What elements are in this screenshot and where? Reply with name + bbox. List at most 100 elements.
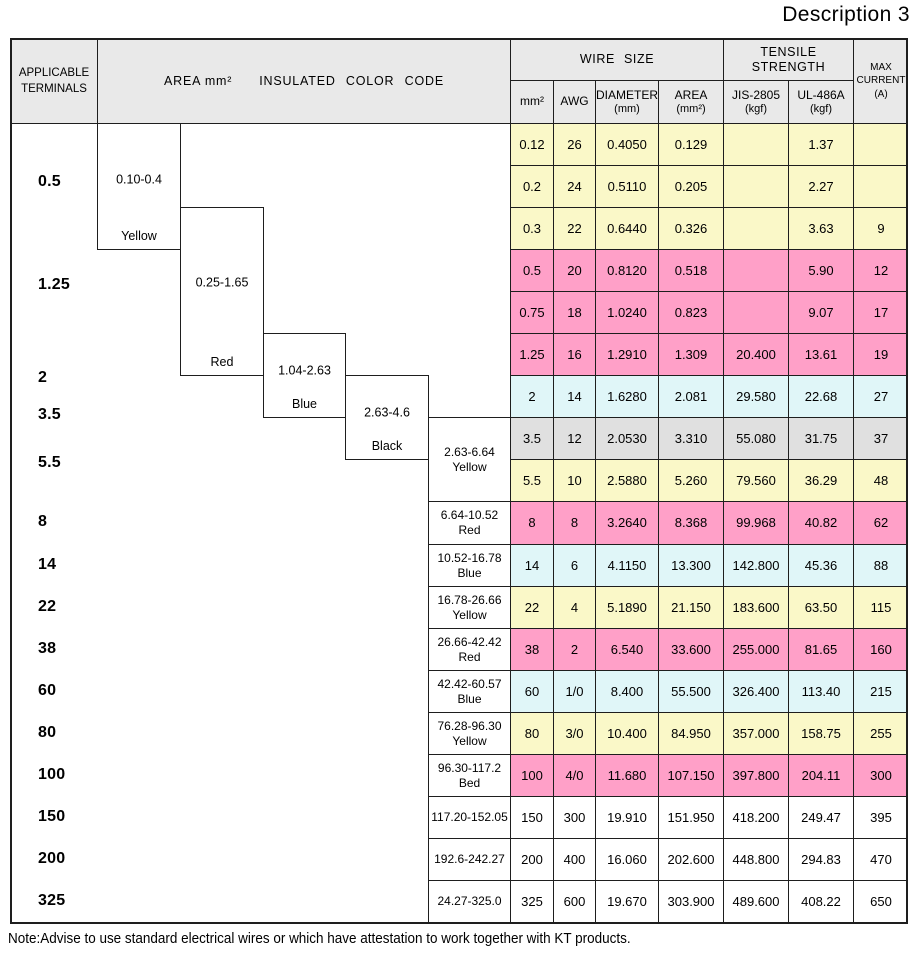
wire-cell: 19.670 [595,880,659,923]
terminal-label: 325 [38,892,66,909]
wire-cell: 294.83 [788,838,854,881]
wire-cell: 3.310 [658,417,724,460]
staircase-color-label: Yellow [121,229,157,243]
terminal-label: 80 [38,724,57,741]
wire-cell: 14 [510,544,554,587]
header-sub-jis-2805-line1: JIS-2805 [731,87,781,102]
staircase-color-label: Blue [291,397,318,411]
range-label: 192.6-242.27 [434,852,505,866]
wire-cell: 99.968 [723,501,789,545]
wire-cell: 21.150 [658,586,724,629]
range-label: 117.20-152.05 [431,810,508,824]
terminal-label: 8 [38,513,48,530]
wire-cell: 489.600 [723,880,789,923]
header-sub-diameter-line2: (mm) [614,102,640,115]
wire-cell: 8 [553,501,596,545]
range-color-label: Red [458,649,481,664]
staircase-color-label: Red [210,355,234,369]
header-sub-area-line2: (mm²) [676,102,706,115]
header-sub-mm2: mm² [510,80,554,124]
wire-cell: 36.29 [788,459,854,502]
wire-cell: 0.129 [658,123,724,166]
wire-cell: 1.2910 [595,333,659,376]
wire-cell: 395 [853,796,908,839]
wire-cell: 150 [510,796,554,839]
range-color-label: Red [458,523,481,537]
range-label: 26.66-42.42 [437,634,502,649]
wire-cell: 151.950 [658,796,724,839]
wire-cell: 4 [553,586,596,629]
wire-cell: 8.400 [595,670,659,713]
wire-cell: 10.400 [595,712,659,755]
header-color-code-label: INSULATED COLOR CODE [259,73,444,88]
terminal-label: 3.5 [38,406,61,423]
range-color-label: Yellow [452,607,487,622]
wire-cell: 200 [510,838,554,881]
range-color-label: Yellow [452,459,487,474]
footnote: Note:Advise to use standard electrical w… [8,931,631,947]
wire-cell: 325 [510,880,554,923]
header-max-current: MAX CURRENT (A) [853,38,908,124]
wire-cell: 397.800 [723,754,789,797]
wire-cell: 0.2 [510,165,554,208]
wire-cell: 63.50 [788,586,854,629]
wire-cell: 448.800 [723,838,789,881]
wire-cell: 142.800 [723,544,789,587]
wire-cell: 31.75 [788,417,854,460]
header-sub-area-line1: AREA [674,87,708,102]
range-cell: 26.66-42.42 Red [428,628,511,671]
range-cell: 42.42-60.57 Blue [428,670,511,713]
wire-spec-table: APPLICABLE TERMINALS AREA mm² INSULATED COL… [10,38,908,924]
header-sub-ul-486a-line2: (kgf) [810,102,832,115]
range-label: 16.78-26.66 [437,592,502,607]
staircase-box: 1.04-2.63 Blue [263,333,346,418]
wire-cell: 9.07 [788,291,854,334]
range-label: 96.30-117.2 [437,760,502,775]
terminal-label: 60 [38,682,57,699]
header-area-color-code: AREA mm² INSULATED COLOR CODE [97,38,511,124]
terminal-label: 0.5 [38,173,61,190]
wire-cell: 3/0 [553,712,596,755]
staircase-range-label: 0.25-1.65 [195,275,249,290]
wire-cell [723,207,789,250]
wire-cell: 0.823 [658,291,724,334]
range-cell: 96.30-117.2 Bed [428,754,511,797]
wire-cell: 1.309 [658,333,724,376]
wire-cell: 60 [510,670,554,713]
wire-cell: 1.25 [510,333,554,376]
wire-cell: 6 [553,544,596,587]
wire-cell: 4/0 [553,754,596,797]
wire-cell [723,165,789,208]
header-max-line1: MAX [870,62,892,74]
wire-cell: 0.5 [510,249,554,292]
wire-cell: 40.82 [788,501,854,545]
staircase-box: 0.10-0.4 Yellow [97,123,181,250]
wire-cell: 113.40 [788,670,854,713]
header-sub-awg: AWG [553,80,596,124]
wire-cell: 17 [853,291,908,334]
wire-cell: 3.5 [510,417,554,460]
wire-cell: 5.5 [510,459,554,502]
staircase-box: 0.25-1.65 Red [180,207,264,376]
header-applicable-line2: TERMINALS [21,83,87,95]
range-cell: 10.52-16.78 Blue [428,544,511,587]
wire-cell: 88 [853,544,908,587]
wire-cell: 158.75 [788,712,854,755]
header-sub-mm2-line1: mm² [520,94,544,109]
wire-cell: 303.900 [658,880,724,923]
terminal-label: 100 [38,766,66,783]
wire-cell: 0.12 [510,123,554,166]
header-max-line2: CURRENT [856,75,906,87]
wire-cell: 55.500 [658,670,724,713]
range-label: 10.52-16.78 [437,550,502,565]
wire-cell: 2 [510,375,554,418]
range-label: 6.64-10.52 [440,508,499,522]
wire-cell: 1.0240 [595,291,659,334]
wire-cell: 18 [553,291,596,334]
wire-cell: 0.3 [510,207,554,250]
wire-cell: 160 [853,628,908,671]
wire-cell: 400 [553,838,596,881]
header-max-line3: (A) [874,88,888,100]
wire-cell: 12 [553,417,596,460]
wire-cell: 84.950 [658,712,724,755]
